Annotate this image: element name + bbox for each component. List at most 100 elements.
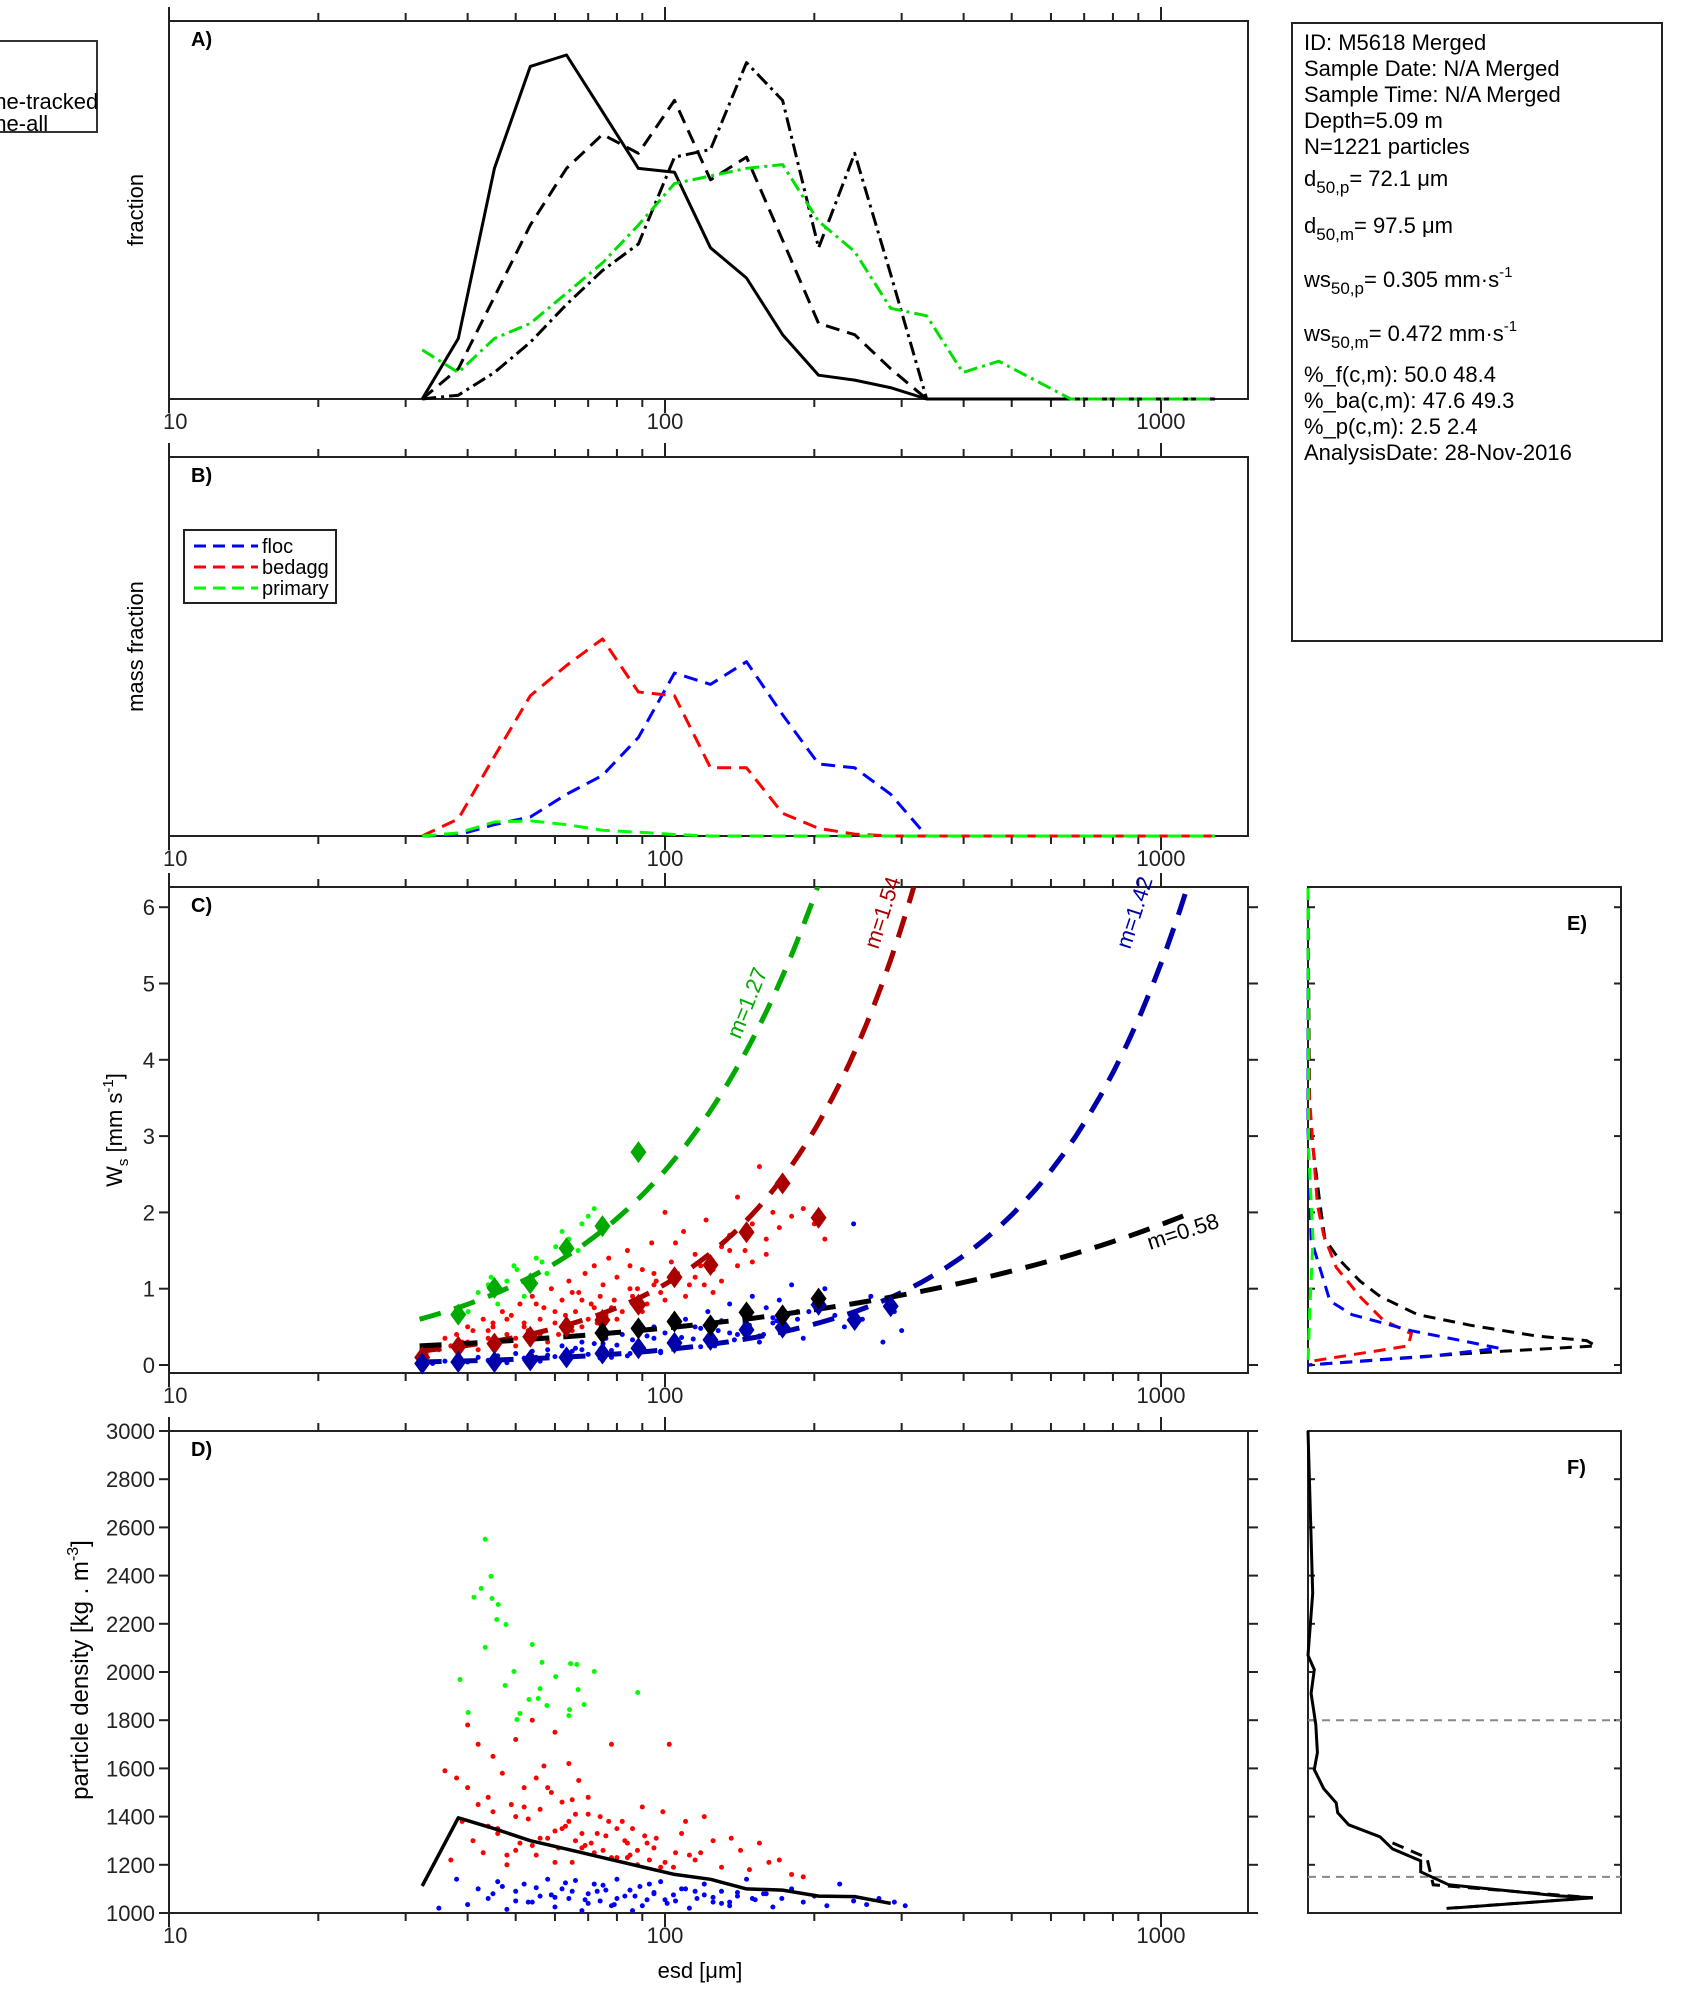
scatter-point-bedagg: [513, 1814, 519, 1820]
scatter-point-bedagg: [701, 1814, 707, 1820]
series-mass: [421, 98, 1215, 401]
scatter-point-bedagg: [541, 1305, 547, 1311]
x-tick-label: 10: [163, 846, 187, 871]
scatter-point-floc: [891, 1899, 897, 1905]
mean-diamond-all-mean: [630, 1317, 647, 1340]
scatter-point-bedagg: [585, 1316, 591, 1322]
x-tick-label: 10: [163, 409, 187, 434]
scatter-point-floc: [800, 1335, 806, 1341]
scatter-point-floc: [627, 1351, 633, 1357]
axes-frame: [168, 20, 1249, 400]
info-d50m: d50,m= 97.5 μm: [1304, 207, 1661, 254]
mean-diamond-bedagg-mean: [522, 1325, 539, 1348]
scatter-point-bedagg: [738, 1847, 744, 1853]
scatter-point-floc: [776, 1297, 782, 1303]
d50p-value: = 72.1 μm: [1349, 166, 1449, 191]
scatter-point-floc: [499, 1883, 505, 1889]
scatter-point-bedagg: [789, 1213, 795, 1219]
scatter-point-bedagg: [651, 1845, 657, 1851]
scatter-point-floc: [490, 1891, 496, 1897]
scatter-point-floc: [436, 1905, 442, 1911]
scatter-point-bedagg: [627, 1263, 633, 1269]
scatter-point-bedagg: [644, 1840, 650, 1846]
scatter-point-bedagg: [521, 1320, 527, 1326]
mean-diamond-primary-mean: [558, 1237, 575, 1260]
scatter-point-bedagg: [470, 1328, 476, 1334]
scatter-point-primary: [591, 1669, 597, 1675]
scatter-point-bedagg: [572, 1811, 578, 1817]
scatter-point-floc: [632, 1893, 638, 1899]
scatter-point-bedagg: [734, 1194, 740, 1200]
scatter-point-floc: [841, 1324, 847, 1330]
scatter-point-floc: [559, 1343, 565, 1349]
scatter-point-bedagg: [660, 1809, 666, 1815]
y-tick-label: 2000: [106, 1660, 155, 1685]
legend-a: nt ss ume-tracked ume-all: [0, 40, 99, 135]
scatter-point-floc: [822, 1286, 828, 1292]
scatter-point-floc: [600, 1882, 606, 1888]
scatter-point-bedagg: [591, 1263, 597, 1269]
scatter-point-bedagg: [662, 1209, 668, 1215]
scatter-point-bedagg: [475, 1802, 481, 1808]
scatter-point-bedagg: [594, 1830, 600, 1836]
scatter-point-bedagg: [649, 1240, 655, 1246]
scatter-point-bedagg: [683, 1818, 689, 1824]
y-tick-label: 1000: [106, 1901, 155, 1926]
scatter-point-bedagg: [719, 1864, 725, 1870]
scatter-point-primary: [503, 1622, 509, 1628]
y-tick-label: 1600: [106, 1756, 155, 1781]
scatter-point-floc: [591, 1341, 597, 1347]
scatter-point-primary: [471, 1594, 477, 1600]
scatter-point-primary: [521, 1293, 527, 1299]
mean-diamond-bedagg-mean: [450, 1335, 467, 1358]
scatter-point-bedagg: [448, 1857, 454, 1863]
ws50p-value: = 0.305 mm·s: [1363, 267, 1500, 292]
y-axis-label: mass fraction: [123, 581, 148, 712]
scatter-point-floc: [454, 1876, 460, 1882]
scatter-point-bedagg: [710, 1838, 716, 1844]
scatter-point-floc: [513, 1898, 519, 1904]
scatter-point-floc: [832, 1312, 838, 1318]
scatter-point-floc: [495, 1879, 501, 1885]
scatter-point-bedagg: [646, 1857, 652, 1863]
scatter-point-primary: [526, 1696, 532, 1702]
d50p-label: d: [1304, 166, 1317, 191]
scatter-point-bedagg: [686, 1282, 692, 1288]
scatter-point-floc: [513, 1888, 519, 1894]
scatter-point-bedagg: [533, 1775, 539, 1781]
mean-diamond-bedagg-mean: [558, 1315, 575, 1338]
scatter-point-floc: [559, 1886, 565, 1892]
d50m-value: = 97.5 μm: [1354, 213, 1453, 238]
scatter-point-bedagg: [670, 1864, 676, 1870]
scatter-point-primary: [514, 1716, 520, 1722]
y-tick-label: 1200: [106, 1853, 155, 1878]
sample-info-box: ID: M5618 Merged Sample Date: N/A Merged…: [1291, 22, 1663, 642]
scatter-point-floc: [824, 1903, 830, 1909]
scatter-point-floc: [644, 1897, 650, 1903]
scatter-point-floc: [789, 1282, 795, 1288]
axes-frame: [168, 456, 1249, 837]
scatter-point-bedagg: [569, 1797, 575, 1803]
scatter-point-bedagg: [559, 1297, 565, 1303]
y-tick-label: 2400: [106, 1564, 155, 1589]
fit-curve-all-fit: [419, 1210, 1193, 1349]
mean-diamond-primary-mean: [594, 1215, 611, 1238]
mean-diamond-bedagg-mean: [702, 1254, 719, 1277]
scatter-point-primary: [502, 1682, 508, 1688]
legend-a-entry: ume-tracked: [0, 89, 99, 114]
legend-label-bedagg: bedagg: [262, 557, 329, 579]
info-particle-count: N=1221 particles: [1304, 134, 1470, 159]
scatter-point-bedagg: [800, 1874, 806, 1880]
info-pct-primary: %_p(c,m): 2.5 2.4: [1304, 414, 1478, 439]
scatter-point-bedagg: [475, 1741, 481, 1747]
scatter-point-floc: [614, 1876, 620, 1882]
info-id: ID: M5618 Merged: [1304, 30, 1487, 55]
scatter-point-floc: [734, 1331, 740, 1337]
scatter-point-bedagg: [485, 1328, 491, 1334]
legend-label-floc: floc: [262, 536, 293, 558]
scatter-point-floc: [673, 1898, 679, 1904]
scatter-point-bedagg: [662, 1297, 668, 1303]
scatter-point-bedagg: [504, 1862, 510, 1868]
scatter-point-floc: [545, 1347, 551, 1353]
